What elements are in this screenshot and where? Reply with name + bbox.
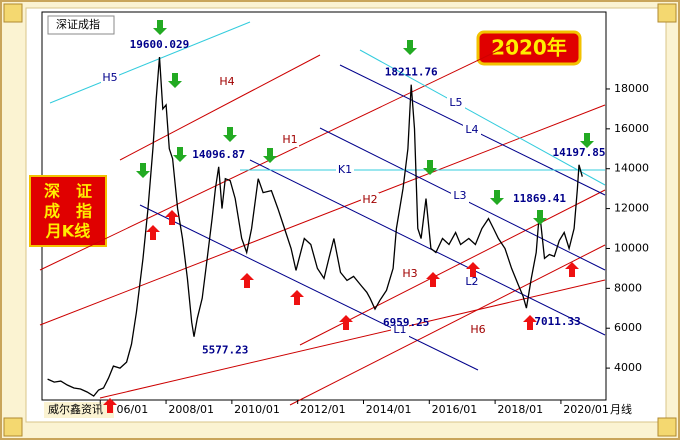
trend-label-bg xyxy=(218,75,236,89)
x-tick-label: 2014/01 xyxy=(366,403,412,416)
trend-label: H4 xyxy=(219,75,234,88)
trend-label-bg xyxy=(463,123,481,137)
trend-label-bg xyxy=(101,71,119,85)
panel xyxy=(25,7,667,423)
value-label: 6959.25 xyxy=(383,316,429,329)
arrow-down xyxy=(223,127,237,142)
trend-label: H1 xyxy=(282,133,297,146)
y-tick-label: 10000 xyxy=(614,241,649,254)
trend-label-bg xyxy=(281,133,299,147)
title-box xyxy=(47,15,115,35)
trend-label: K1 xyxy=(338,163,352,176)
arrow-up xyxy=(165,210,179,225)
badge: 2020年 xyxy=(491,36,567,60)
arrow-up xyxy=(523,315,537,330)
value-label: 14197.85 xyxy=(553,146,606,159)
arrow-up xyxy=(103,398,117,413)
side-note: 成 指 xyxy=(44,202,92,221)
value-label: 14096.87 xyxy=(192,148,245,161)
trend-line xyxy=(359,49,606,186)
arrow-down xyxy=(533,210,547,225)
trend-label: H2 xyxy=(362,193,377,206)
trend-label-bg xyxy=(401,267,419,281)
trend-label: H6 xyxy=(470,323,485,336)
arrow-down xyxy=(153,20,167,35)
corner-ornaments xyxy=(3,3,677,437)
arrow-down xyxy=(490,190,504,205)
source-box xyxy=(44,402,114,418)
x-tick-label: 2012/01 xyxy=(300,403,346,416)
value-label: 19600.029 xyxy=(130,38,190,51)
trend-label-bg xyxy=(447,96,465,110)
value-label: 18211.76 xyxy=(385,66,438,79)
trend-label-bg xyxy=(463,275,481,289)
x-tick-label: 2008/01 xyxy=(168,403,214,416)
price-line xyxy=(47,57,583,397)
trend-label-bg xyxy=(469,323,487,337)
y-tick-label: 6000 xyxy=(614,321,642,334)
x-tick-label: 2020/01 xyxy=(563,403,609,416)
side-note: 深 证 xyxy=(44,182,92,201)
y-tick-label: 8000 xyxy=(614,281,642,294)
chart-title: 深证成指 xyxy=(56,17,100,31)
x-tick-label: 06/01 xyxy=(117,403,149,416)
y-tick-label: 18000 xyxy=(614,82,649,95)
arrow-up xyxy=(146,225,160,240)
x-axis-label: 月线 xyxy=(610,402,632,416)
value-label: 7011.33 xyxy=(534,315,580,328)
arrow-down xyxy=(423,160,437,175)
arrow-down xyxy=(263,148,277,163)
trend-line xyxy=(299,189,606,346)
value-label: 11869.41 xyxy=(513,192,566,205)
trend-label: L4 xyxy=(465,123,478,136)
trend-label: L3 xyxy=(453,189,466,202)
trend-label-bg xyxy=(336,163,354,177)
x-tick-label: 2010/01 xyxy=(234,403,280,416)
trend-line xyxy=(49,21,251,104)
x-tick-label: 2016/01 xyxy=(432,403,478,416)
arrow-down xyxy=(136,163,150,178)
trend-label: L2 xyxy=(465,275,478,288)
y-tick-label: 12000 xyxy=(614,202,649,215)
trend-label-bg xyxy=(451,189,469,203)
note-box xyxy=(29,175,107,247)
trend-label-bg xyxy=(361,193,379,207)
y-tick-label: 14000 xyxy=(614,162,649,175)
arrow-down xyxy=(403,40,417,55)
arrow-up xyxy=(466,262,480,277)
trend-label: H3 xyxy=(402,267,417,280)
arrow-down xyxy=(580,133,594,148)
trend-line xyxy=(249,159,606,336)
source: 威尔鑫资讯 xyxy=(48,402,103,416)
arrow-up xyxy=(339,315,353,330)
value-label: 5577.23 xyxy=(202,344,248,357)
arrow-down xyxy=(173,147,187,162)
side-note: 月K线 xyxy=(45,222,90,241)
trend-label: L1 xyxy=(393,323,406,336)
arrow-up xyxy=(290,290,304,305)
arrow-up xyxy=(426,272,440,287)
arrow-up xyxy=(565,262,579,277)
y-tick-label: 16000 xyxy=(614,122,649,135)
trend-label-bg xyxy=(391,323,409,337)
arrow-up xyxy=(240,273,254,288)
trend-label: H5 xyxy=(102,71,117,84)
badge-box xyxy=(476,30,582,66)
y-tick-label: 4000 xyxy=(614,361,642,374)
arrow-down xyxy=(168,73,182,88)
x-tick-label: 2018/01 xyxy=(497,403,543,416)
trend-line xyxy=(99,279,606,399)
trend-line xyxy=(39,104,606,326)
trend-label: L5 xyxy=(449,96,462,109)
trend-line xyxy=(139,204,479,371)
trend-line xyxy=(289,244,606,406)
